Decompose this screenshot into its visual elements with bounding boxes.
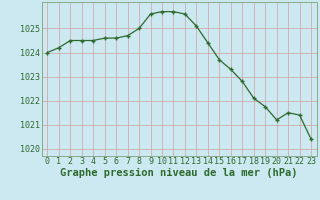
X-axis label: Graphe pression niveau de la mer (hPa): Graphe pression niveau de la mer (hPa) [60, 168, 298, 178]
